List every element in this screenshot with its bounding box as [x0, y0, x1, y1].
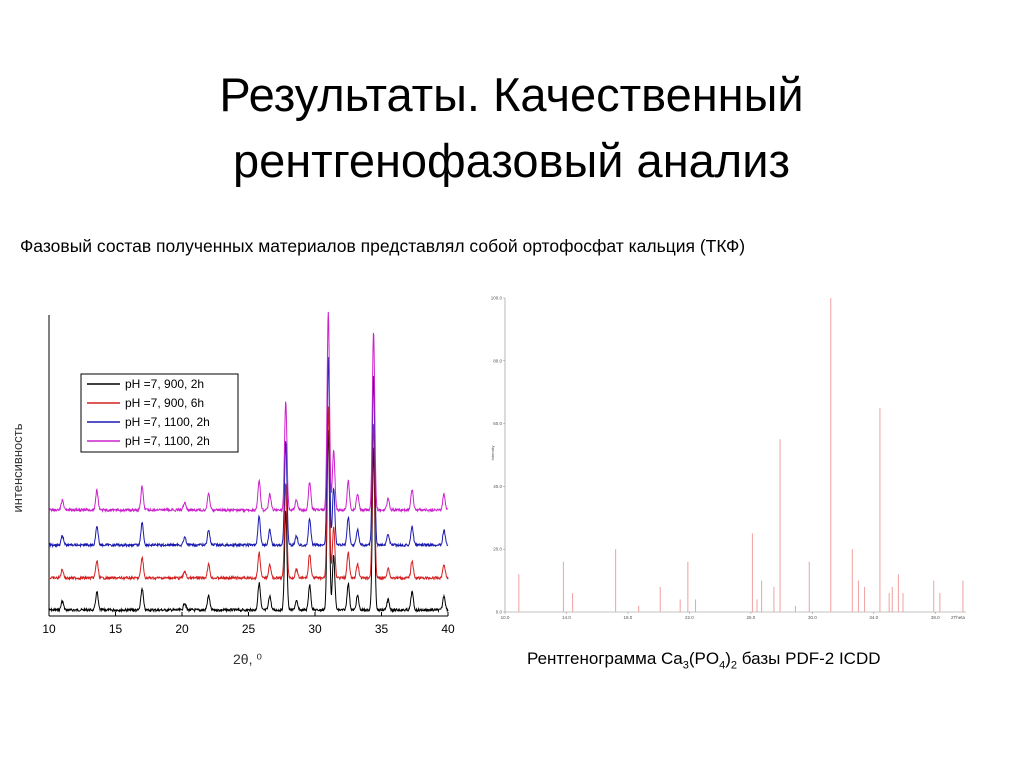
pdf-x-tick-label: 38.0: [931, 615, 940, 620]
pdf-x-tick-label: 34.0: [869, 615, 878, 620]
pdf-x-tick-label: 26.0: [746, 615, 755, 620]
xrd-series-line-2: [48, 406, 449, 582]
xrd-x-tick-label: 35: [375, 622, 389, 636]
caption-suffix: базы PDF-2 ICDD: [737, 649, 881, 668]
pdf-y-tick-label: 0.0: [496, 610, 503, 615]
caption-sub-o: 4: [719, 659, 726, 672]
xrd-x-axis-label: 2θ, ⁰: [233, 651, 262, 667]
slide-subtitle: Фазовый состав полученных материалов пре…: [20, 236, 746, 256]
pdf-caption: Рентгенограмма Ca3(PO4)2 базы PDF-2 ICDD: [527, 649, 987, 671]
xrd-series-line-3: [48, 357, 449, 549]
xrd-series-line-1: [48, 429, 449, 614]
pdf-x-end-label: 2Theta: [951, 615, 966, 620]
pdf-reference-chart: 0.0 20.0 40.0 60.0 80.0 100.0 10.0 14.0 18.0 22.0…: [490, 296, 966, 620]
pdf-peak-bars: [518, 298, 964, 612]
slide-title: Результаты. Качественный рентгенофазовый…: [0, 62, 1023, 194]
pdf-y-tick-label: 80.0: [493, 358, 502, 363]
xrd-series-line-4: [48, 311, 448, 514]
pdf-y-tick-label: 20.0: [493, 547, 502, 552]
xrd-series-group: [48, 311, 449, 614]
pdf-y-tick-label: 60.0: [493, 421, 502, 426]
title-line-2: рентгенофазовый анализ: [232, 134, 791, 187]
caption-close-paren: ): [725, 649, 731, 668]
caption-po: (PO: [688, 649, 720, 668]
xrd-x-tick-label: 10: [42, 622, 56, 636]
xrd-legend-label-4: pH =7, 1100, 2h: [125, 434, 210, 448]
caption-sub-2: 2: [730, 659, 738, 672]
pdf-y-tick-label: 40.0: [493, 484, 502, 489]
pdf-axes: 0.0 20.0 40.0 60.0 80.0 100.0 10.0 14.0 18.0 22.0…: [491, 296, 966, 620]
xrd-legend-box: [80, 373, 239, 453]
xrd-legend-label-2: pH =7, 900, 6h: [125, 396, 204, 410]
xrd-legend: pH =7, 900, 2h pH =7, 900, 6h pH =7, 1100,…: [80, 373, 239, 453]
pdf-y-axis-label: Intensity: [490, 446, 495, 461]
xrd-legend-label-1: pH =7, 900, 2h: [125, 377, 204, 391]
xrd-legend-label-3: pH =7, 1100, 2h: [125, 415, 210, 429]
pdf-x-tick-label: 10.0: [501, 615, 510, 620]
xrd-x-tick-label: 40: [441, 622, 455, 636]
xrd-x-tick-label: 25: [242, 622, 256, 636]
xrd-x-tick-label: 30: [308, 622, 322, 636]
pdf-x-tick-label: 30.0: [808, 615, 817, 620]
pdf-y-tick-label: 100.0: [491, 296, 503, 301]
xrd-x-tick-label: 15: [109, 622, 123, 636]
caption-sub-ca: 3: [682, 659, 689, 672]
caption-prefix: Рентгенограмма Ca: [527, 649, 683, 668]
title-line-1: Результаты. Качественный: [219, 68, 804, 121]
xrd-x-tick-label: 20: [175, 622, 189, 636]
pdf-x-tick-label: 14.0: [562, 615, 571, 620]
pdf-x-tick-label: 18.0: [624, 615, 633, 620]
xrd-y-axis-label: интенсивность: [10, 423, 25, 512]
pdf-x-tick-label: 22.0: [685, 615, 694, 620]
xrd-axes: 10 15 20 25 30 35 40: [42, 315, 455, 636]
